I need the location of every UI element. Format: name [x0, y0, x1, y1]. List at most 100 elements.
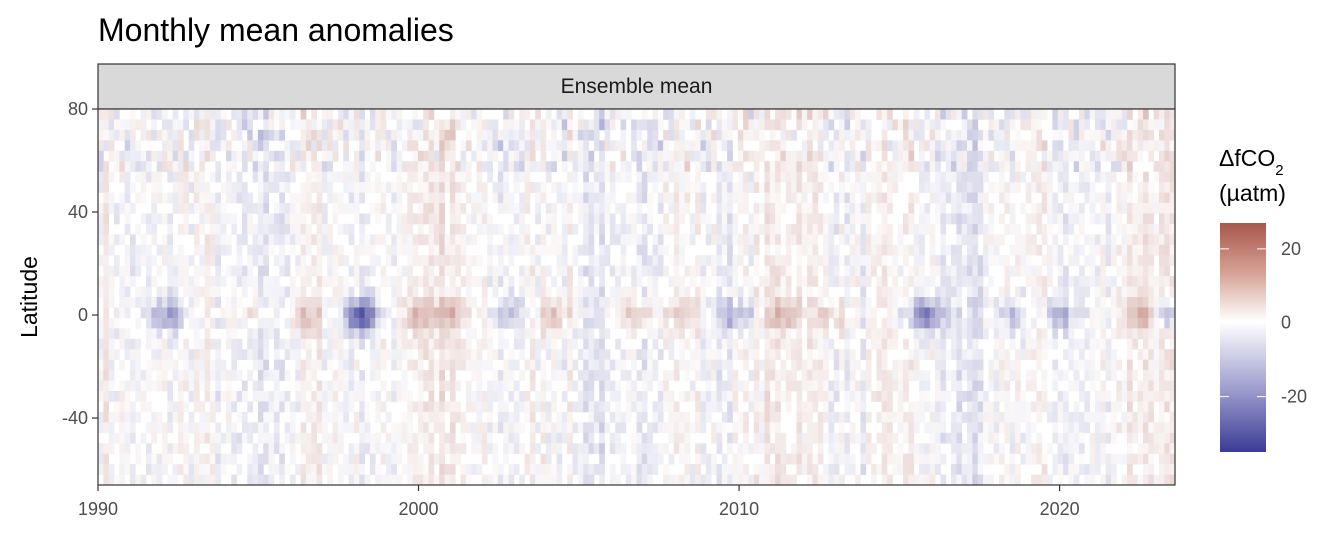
heatmap-cell	[513, 422, 520, 434]
heatmap-cell	[1015, 474, 1021, 485]
heatmap-cell	[1009, 422, 1016, 434]
heatmap-cell	[897, 171, 904, 183]
heatmap-cell	[684, 182, 691, 193]
heatmap-cell	[828, 443, 835, 455]
heatmap-cell	[423, 234, 429, 246]
heatmap-cell	[1057, 150, 1064, 162]
heatmap-cell	[465, 317, 472, 329]
heatmap-cell	[460, 432, 467, 444]
heatmap-cell	[449, 203, 456, 214]
heatmap-cell	[273, 401, 280, 413]
heatmap-cell	[391, 150, 397, 162]
heatmap-cell	[967, 401, 973, 413]
heatmap-cell	[439, 338, 445, 350]
heatmap-cell	[385, 213, 392, 225]
heatmap-cell	[316, 203, 323, 214]
heatmap-cell	[145, 297, 152, 308]
heatmap-cell	[327, 265, 333, 277]
heatmap-cell	[204, 411, 211, 423]
heatmap-cell	[471, 391, 477, 402]
heatmap-cell	[337, 223, 344, 235]
heatmap-cell	[375, 411, 381, 423]
heatmap-cell	[215, 338, 222, 350]
heatmap-cell	[604, 307, 611, 319]
heatmap-cell	[748, 370, 755, 381]
heatmap-cell	[929, 161, 936, 173]
heatmap-cell	[343, 391, 349, 402]
heatmap-cell	[455, 203, 461, 214]
heatmap-cell	[145, 171, 152, 183]
heatmap-cell	[1084, 401, 1091, 413]
heatmap-cell	[903, 276, 909, 287]
heatmap-cell	[908, 359, 915, 371]
heatmap-cell	[1052, 401, 1059, 413]
heatmap-cell	[327, 380, 333, 392]
heatmap-cell	[625, 223, 632, 235]
heatmap-cell	[439, 391, 445, 402]
heatmap-cell	[876, 328, 883, 340]
heatmap-cell	[428, 359, 435, 371]
heatmap-cell	[647, 359, 653, 371]
heatmap-cell	[177, 307, 184, 319]
heatmap-cell	[305, 203, 312, 214]
heatmap-cell	[545, 244, 552, 256]
heatmap-cell	[604, 244, 611, 256]
heatmap-cell	[849, 453, 856, 465]
heatmap-cell	[999, 338, 1005, 350]
heatmap-cell	[535, 286, 541, 298]
heatmap-cell	[337, 338, 344, 350]
heatmap-cell	[780, 443, 787, 455]
heatmap-cell	[209, 150, 216, 162]
heatmap-cell	[812, 109, 819, 120]
heatmap-cell	[823, 464, 829, 475]
heatmap-cell	[753, 119, 760, 131]
heatmap-cell	[700, 474, 707, 485]
heatmap-cell	[343, 150, 349, 162]
heatmap-cell	[332, 255, 339, 267]
heatmap-cell	[337, 401, 344, 413]
heatmap-cell	[631, 192, 637, 204]
heatmap-cell	[183, 359, 190, 371]
heatmap-cell	[465, 255, 472, 267]
heatmap-cell	[791, 317, 797, 329]
heatmap-cell	[268, 432, 275, 444]
heatmap-cell	[513, 328, 520, 340]
heatmap-cell	[961, 171, 968, 183]
heatmap-cell	[215, 255, 222, 267]
heatmap-cell	[919, 119, 925, 131]
heatmap-cell	[423, 328, 429, 340]
heatmap-cell	[988, 244, 995, 256]
heatmap-cell	[359, 109, 365, 120]
heatmap-cell	[401, 338, 408, 350]
heatmap-cell	[289, 297, 296, 308]
heatmap-cell	[439, 359, 445, 371]
heatmap-cell	[108, 109, 115, 120]
heatmap-cell	[577, 265, 584, 277]
heatmap-cell	[807, 182, 813, 193]
heatmap-cell	[1057, 474, 1064, 485]
heatmap-cell	[599, 464, 605, 475]
heatmap-cell	[135, 338, 142, 350]
heatmap-cell	[753, 182, 760, 193]
heatmap-cell	[193, 119, 200, 131]
heatmap-cell	[396, 119, 403, 131]
heatmap-cell	[999, 307, 1005, 319]
heatmap-cell	[1068, 453, 1075, 465]
heatmap-cell	[695, 213, 701, 225]
heatmap-cell	[583, 192, 589, 204]
heatmap-cell	[737, 453, 744, 465]
heatmap-cell	[737, 192, 744, 204]
heatmap-cell	[311, 422, 317, 434]
heatmap-cell	[98, 171, 104, 183]
heatmap-cell	[977, 109, 984, 120]
heatmap-cell	[833, 129, 840, 141]
heatmap-cell	[524, 182, 531, 193]
heatmap-cell	[225, 307, 232, 319]
heatmap-cell	[684, 234, 691, 246]
heatmap-cell	[919, 213, 925, 225]
heatmap-cell	[588, 150, 595, 162]
heatmap-cell	[855, 150, 861, 162]
heatmap-cell	[471, 370, 477, 381]
heatmap-cell	[988, 359, 995, 371]
heatmap-cell	[689, 380, 696, 392]
